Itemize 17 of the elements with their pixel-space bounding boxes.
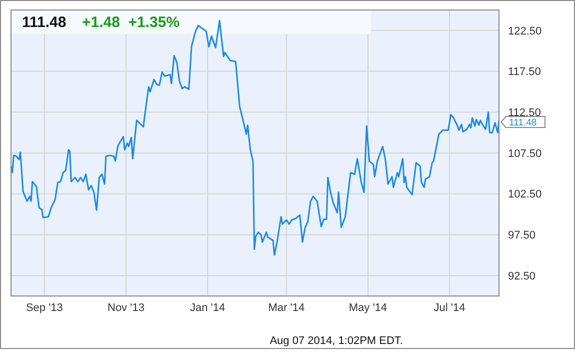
x-tick-label: May '14 <box>348 302 388 314</box>
x-tick-label: Sep '13 <box>26 302 63 314</box>
x-tick-label: Jan '14 <box>190 302 226 314</box>
y-tick-label: 92.50 <box>508 270 536 282</box>
y-tick-label: 97.50 <box>508 230 536 242</box>
y-tick-label: 102.50 <box>508 188 542 201</box>
chart-title: 111.48 <box>22 14 66 31</box>
annotation: 111.48 <box>509 117 537 128</box>
x-tick-label: Mar '14 <box>268 302 305 314</box>
text: Aug 07 2014, 1:02PM EDT. <box>270 335 403 347</box>
chart-subtitle: +1.48 +1.35% <box>82 14 180 31</box>
x-tick-label: Nov '13 <box>108 302 144 314</box>
y-tick-label: 112.50 <box>508 106 541 119</box>
y-tick-label: 117.50 <box>508 66 541 78</box>
y-tick-label: 122.50 <box>508 25 542 38</box>
x-tick-label: Jul '14 <box>434 302 466 314</box>
y-tick-label: 107.50 <box>508 148 542 160</box>
